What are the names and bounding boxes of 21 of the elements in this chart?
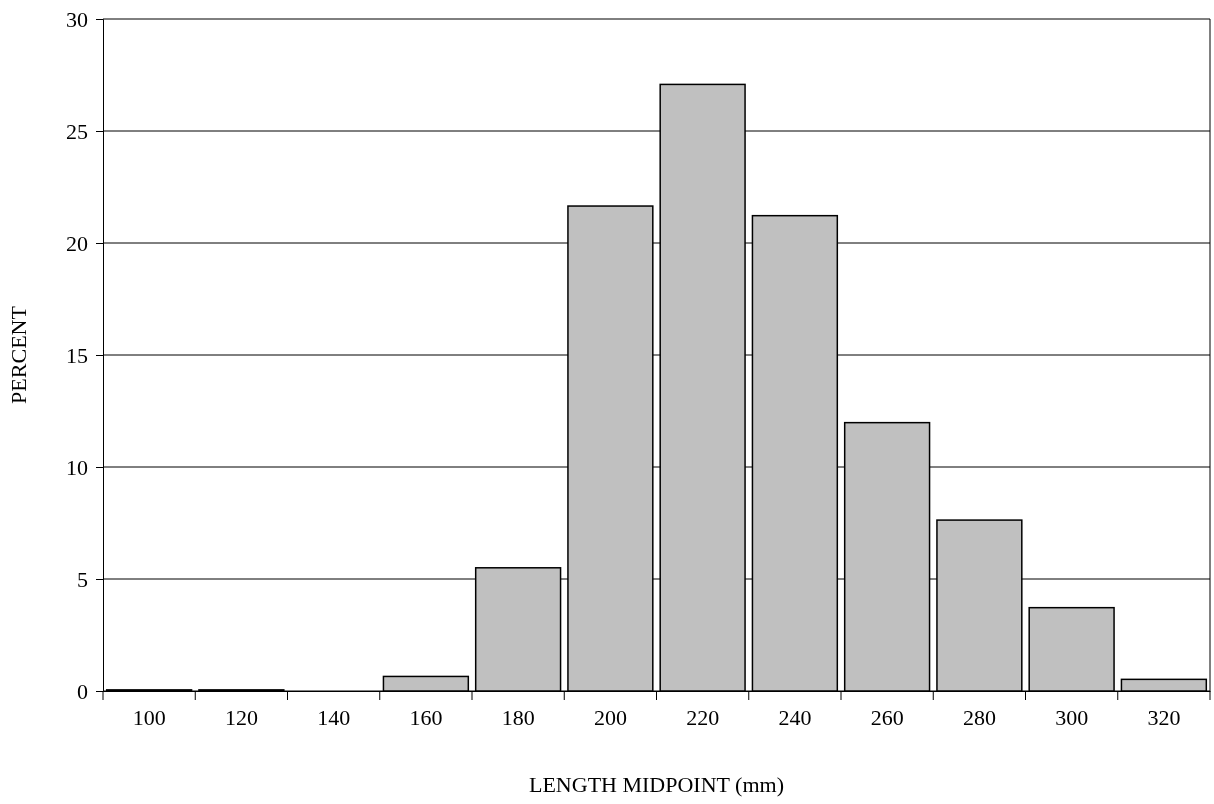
y-tick-label: 0 [77,678,88,704]
x-tick-label: 240 [778,704,812,730]
x-tick-label: 220 [686,704,720,730]
x-tick-label: 200 [593,704,627,730]
x-tick-label: 300 [1055,704,1089,730]
x-tick-label: 100 [132,704,166,730]
x-tick-label: 140 [317,704,351,730]
x-tick-label: 160 [409,704,443,730]
x-axis-title: LENGTH MIDPOINT (mm) [528,772,785,797]
x-tick-label: 280 [962,704,996,730]
y-tick-label: 30 [66,6,88,32]
y-tick-label: 20 [66,230,88,256]
y-tick-label: 25 [66,118,88,144]
y-tick-label: 15 [66,342,88,368]
y-tick-label: 5 [77,566,88,592]
x-tick-label: 180 [501,704,535,730]
x-tick-label: 120 [224,704,258,730]
x-tick-label: 260 [870,704,904,730]
y-axis-title: PERCENT [6,305,31,404]
x-tick-label: 320 [1147,704,1181,730]
y-tick-label: 10 [66,454,88,480]
